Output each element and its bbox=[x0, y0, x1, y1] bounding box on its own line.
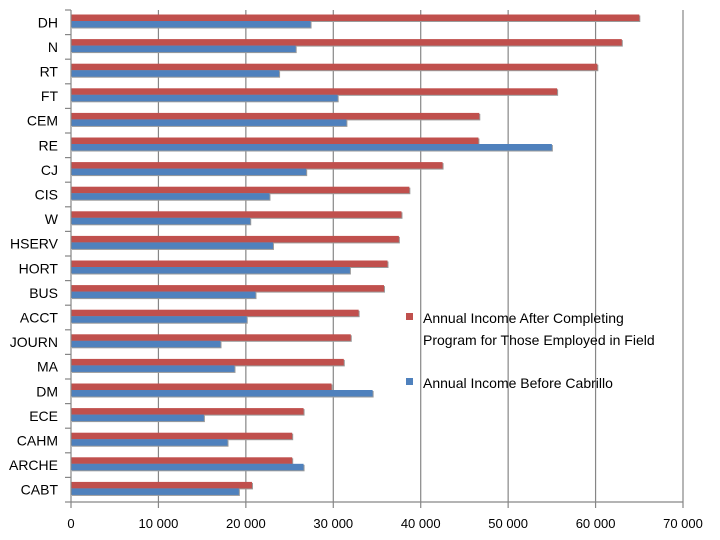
bar-before-cj bbox=[71, 168, 307, 176]
bar-after-cabt bbox=[71, 481, 252, 489]
bar-before-bus bbox=[71, 291, 256, 299]
category-label: CABT bbox=[21, 482, 59, 498]
bar-before-arche bbox=[71, 463, 304, 471]
category-label: N bbox=[48, 39, 58, 55]
x-tick-labels: 0 10 000 20 000 30 000 40 000 50 000 60 000 70 … bbox=[67, 516, 703, 531]
x-tick-label: 20 000 bbox=[226, 516, 266, 531]
bar-after-re bbox=[71, 137, 479, 144]
bar-before-cabt bbox=[71, 488, 239, 495]
legend-label: Annual Income After Completing bbox=[423, 310, 624, 326]
bar-before-ece bbox=[71, 414, 204, 422]
bar-after-ece bbox=[71, 408, 304, 415]
x-tick-label: 10 000 bbox=[139, 516, 179, 531]
category-label: W bbox=[45, 211, 59, 227]
category-label: CJ bbox=[41, 162, 58, 178]
bar-after-ma bbox=[71, 358, 344, 366]
legend-label: Program for Those Employed in Field bbox=[423, 332, 655, 348]
bar-before-ft bbox=[71, 94, 338, 102]
bar-after-cis bbox=[71, 186, 410, 194]
category-label: CIS bbox=[35, 187, 58, 203]
category-label: JOURN bbox=[10, 334, 58, 350]
bar-after-cahm bbox=[71, 432, 293, 440]
x-tick-label: 70 000 bbox=[663, 516, 703, 531]
bar-before-journ bbox=[71, 340, 221, 348]
category-label: HSERV bbox=[10, 236, 59, 252]
category-label: MA bbox=[37, 359, 59, 375]
bar-before-cem bbox=[71, 119, 347, 126]
bar-before-dh bbox=[71, 21, 311, 28]
category-labels: DH N RT FT CEM RE CJ CIS W HSERV HORT BUS ACCT JOURN M… bbox=[9, 14, 59, 497]
category-label: FT bbox=[41, 88, 59, 104]
bar-before-cis bbox=[71, 193, 270, 200]
category-label: DM bbox=[36, 383, 58, 399]
axes-group bbox=[65, 9, 684, 508]
bar-before-re bbox=[71, 144, 552, 151]
bar-after-bus bbox=[71, 285, 384, 292]
bar-after-hserv bbox=[71, 235, 399, 243]
x-tick-label: 30 000 bbox=[313, 516, 353, 531]
category-label: CEM bbox=[27, 113, 58, 129]
bar-after-hort bbox=[71, 260, 388, 267]
bar-after-w bbox=[71, 211, 402, 218]
bar-after-cj bbox=[71, 162, 443, 169]
category-label: DH bbox=[38, 14, 58, 30]
category-label: ECE bbox=[29, 408, 58, 424]
bar-before-rt bbox=[71, 70, 280, 77]
bar-before-cahm bbox=[71, 439, 228, 446]
bars-group bbox=[71, 14, 641, 496]
bar-after-acct bbox=[71, 309, 359, 317]
bar-before-n bbox=[71, 45, 296, 53]
x-tick-label: 50 000 bbox=[488, 516, 528, 531]
category-label: RE bbox=[39, 137, 58, 153]
bar-after-journ bbox=[71, 334, 351, 341]
legend-label: Annual Income Before Cabrillo bbox=[423, 375, 613, 391]
category-label: ACCT bbox=[20, 310, 59, 326]
bar-after-dh bbox=[71, 14, 640, 21]
bar-after-rt bbox=[71, 63, 598, 71]
bar-after-cem bbox=[71, 112, 480, 120]
vertical-gridlines bbox=[157, 10, 684, 502]
bar-after-ft bbox=[71, 88, 558, 95]
bar-after-dm bbox=[71, 383, 332, 390]
bar-before-ma bbox=[71, 365, 235, 372]
category-label: ARCHE bbox=[9, 457, 58, 473]
bar-after-arche bbox=[71, 457, 293, 464]
x-tick-label: 0 bbox=[67, 516, 74, 531]
bar-before-dm bbox=[71, 390, 373, 397]
category-label: RT bbox=[40, 64, 59, 80]
legend-swatch-before bbox=[406, 378, 413, 385]
category-label: CAHM bbox=[17, 433, 58, 449]
bar-before-acct bbox=[71, 316, 247, 323]
legend-swatch-after bbox=[406, 313, 413, 320]
bar-before-w bbox=[71, 217, 251, 225]
bar-before-hort bbox=[71, 267, 350, 274]
x-tick-label: 40 000 bbox=[401, 516, 441, 531]
category-label: HORT bbox=[19, 260, 59, 276]
bar-after-n bbox=[71, 39, 622, 46]
x-tick-label: 60 000 bbox=[576, 516, 616, 531]
category-label: BUS bbox=[29, 285, 58, 301]
legend: Annual Income After Completing Program fo… bbox=[406, 310, 655, 391]
bar-before-hserv bbox=[71, 242, 273, 249]
